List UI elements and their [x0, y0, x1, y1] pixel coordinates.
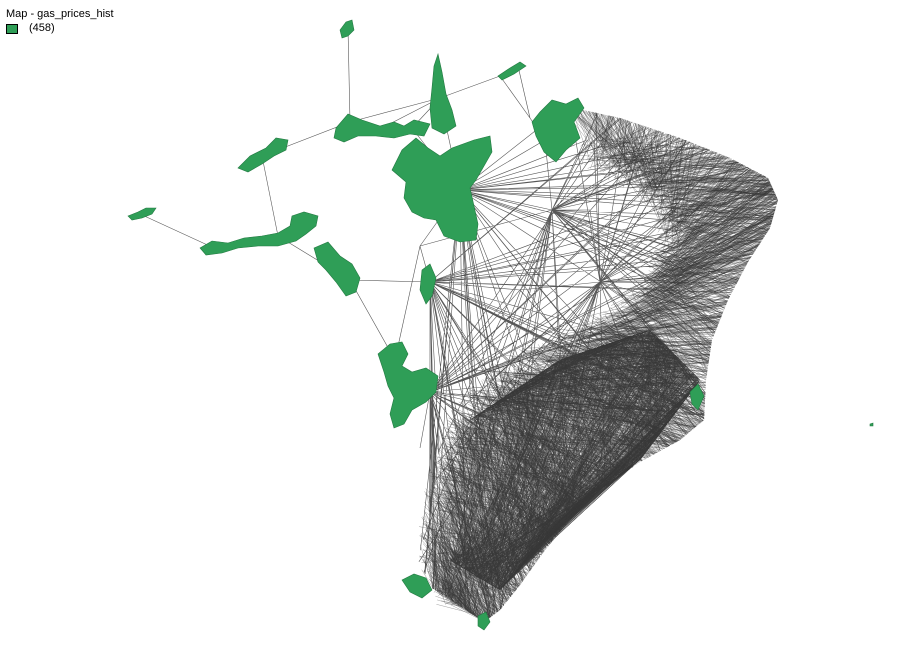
region-polygon-west-tip [127, 207, 157, 221]
connectivity-edges [139, 27, 779, 623]
region-polygon-southern-point [477, 611, 491, 631]
legend-entry[interactable]: (458) [6, 22, 114, 35]
window-title: Map - gas_prices_hist [6, 8, 114, 20]
region-polygon-southwest-lobe [377, 341, 439, 429]
region-polygon-east-cluster [531, 97, 585, 163]
sparse-edge-links [139, 27, 776, 622]
legend-swatch-icon [6, 23, 18, 34]
map-legend: Map - gas_prices_hist (458) [6, 8, 114, 35]
region-polygon-mid-strip [313, 241, 361, 297]
region-polygon-south-tip [401, 573, 433, 599]
region-polygons [127, 19, 874, 631]
region-polygon-outlier [869, 422, 874, 427]
legend-count: (458) [29, 22, 55, 34]
region-polygon-north-isle [339, 19, 355, 39]
region-polygon-northwest-arm [237, 137, 289, 173]
region-polygon-north-strip [333, 113, 431, 143]
region-polygon-north-spike [429, 52, 457, 135]
region-polygon-central-body [391, 135, 493, 243]
region-polygon-west-arm [199, 211, 319, 256]
region-polygon-mid-column [419, 263, 437, 305]
region-polygon-east-edge [689, 383, 705, 411]
region-polygon-northeast-cap [497, 61, 527, 81]
